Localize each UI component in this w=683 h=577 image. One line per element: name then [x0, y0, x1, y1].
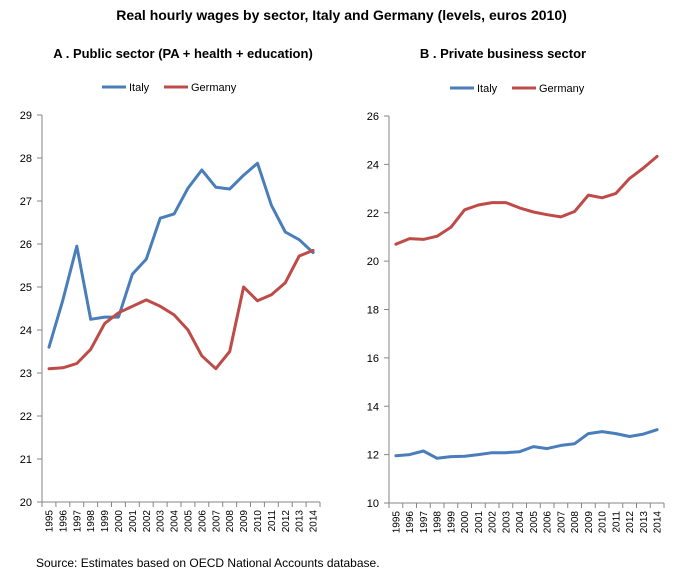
y-tick-label: 23 [20, 368, 32, 380]
x-tick-label: 2003 [501, 511, 512, 534]
y-tick-label: 24 [20, 325, 32, 337]
x-tick-label: 2004 [170, 510, 181, 533]
x-tick-label: 1996 [405, 511, 416, 534]
panel-title: B . Private business sector [420, 46, 586, 61]
x-tick-label: 2009 [584, 511, 595, 534]
x-tick-label: 2002 [488, 511, 499, 534]
y-tick-label: 26 [20, 239, 32, 251]
x-tick-label: 1995 [391, 511, 402, 534]
series-line-italy [47, 161, 315, 349]
x-tick-label: 2006 [197, 510, 208, 533]
x-tick-label: 1999 [446, 511, 457, 534]
y-tick-label: 10 [367, 498, 379, 510]
x-tick-label: 2001 [128, 510, 139, 533]
y-tick-label: 16 [367, 353, 379, 365]
x-tick-label: 1999 [100, 510, 111, 533]
x-tick-label: 2011 [611, 511, 622, 533]
x-tick-label: 1996 [58, 510, 69, 533]
x-tick-label: 2002 [142, 510, 153, 533]
x-tick-label: 2012 [625, 511, 636, 534]
y-tick-label: 22 [367, 208, 379, 220]
source-note: Source: Estimates based on OECD National… [36, 556, 380, 570]
y-tick-label: 27 [20, 196, 32, 208]
x-tick-label: 2010 [253, 510, 264, 533]
y-tick-label: 18 [367, 305, 379, 317]
figure-title: Real hourly wages by sector, Italy and G… [116, 7, 567, 23]
y-tick-label: 20 [367, 256, 379, 268]
legend-label-germany: Germany [191, 82, 237, 94]
chart-panel-b: B . Private business sector Italy Germany 1… [367, 46, 665, 534]
x-tick-label: 2014 [309, 510, 320, 533]
x-tick-label: 2011 [267, 510, 278, 532]
y-tick-label: 14 [367, 401, 379, 413]
y-tick-label: 29 [20, 110, 32, 122]
chart-panel-a: A . Public sector (PA + health + educati… [20, 46, 321, 533]
legend-label-germany: Germany [539, 83, 585, 95]
y-tick-label: 25 [20, 282, 32, 294]
x-tick-label: 2008 [225, 510, 236, 533]
x-tick-label: 2008 [570, 511, 581, 534]
x-tick-label: 2000 [460, 511, 471, 534]
x-tick-label: 2014 [653, 511, 664, 534]
y-tick-label: 21 [20, 454, 32, 466]
x-tick-label: 1998 [433, 511, 444, 534]
y-tick-label: 12 [367, 450, 379, 462]
x-tick-label: 1998 [86, 510, 97, 533]
x-tick-label: 1995 [44, 510, 55, 533]
y-tick-label: 26 [367, 111, 379, 123]
panel-title: A . Public sector (PA + health + educati… [53, 46, 313, 61]
x-tick-label: 2012 [281, 510, 292, 533]
series-line-germany [394, 154, 659, 246]
x-tick-label: 2007 [556, 511, 567, 534]
x-tick-label: 2000 [114, 510, 125, 533]
x-tick-label: 1997 [419, 511, 430, 534]
x-tick-label: 2001 [474, 511, 485, 534]
x-tick-label: 2005 [529, 511, 540, 534]
series-line-italy [394, 428, 659, 460]
legend-label-italy: Italy [477, 83, 498, 95]
x-tick-label: 2005 [183, 510, 194, 533]
x-tick-label: 2004 [515, 511, 526, 534]
y-tick-label: 24 [367, 159, 379, 171]
x-tick-label: 2010 [598, 511, 609, 534]
x-tick-label: 2013 [295, 510, 306, 533]
x-tick-label: 2013 [639, 511, 650, 534]
legend-label-italy: Italy [129, 82, 150, 94]
x-tick-label: 1997 [72, 510, 83, 533]
series-line-germany [47, 248, 315, 371]
y-tick-label: 28 [20, 153, 32, 165]
y-tick-label: 20 [20, 497, 32, 509]
y-tick-label: 22 [20, 411, 32, 423]
x-tick-label: 2009 [239, 510, 250, 533]
x-tick-label: 2007 [211, 510, 222, 533]
x-tick-label: 2006 [543, 511, 554, 534]
x-tick-label: 2003 [156, 510, 167, 533]
